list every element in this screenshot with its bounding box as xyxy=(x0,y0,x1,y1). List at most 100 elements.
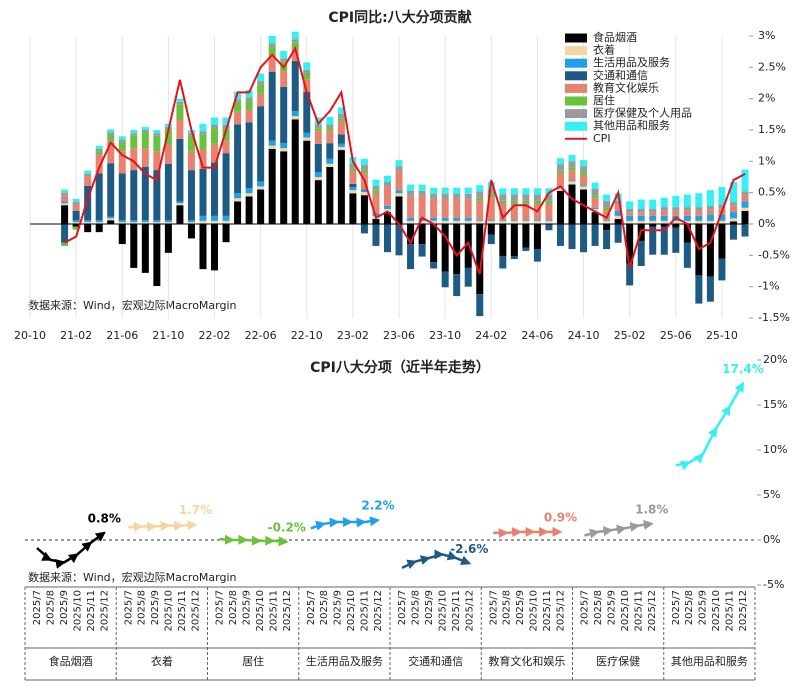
bar xyxy=(453,274,461,297)
bar xyxy=(268,56,276,72)
bar xyxy=(649,224,657,227)
bar xyxy=(464,220,472,224)
bar xyxy=(211,143,219,163)
bar xyxy=(476,200,484,220)
bar xyxy=(314,171,322,177)
bar xyxy=(476,220,484,224)
x-tick-label: 2025/12 xyxy=(191,590,202,632)
x-tick-label: 2025/8 xyxy=(137,590,148,625)
bar xyxy=(153,135,161,152)
bar xyxy=(234,201,242,224)
bar xyxy=(314,131,322,144)
bar xyxy=(268,43,276,47)
legend-swatch xyxy=(565,96,587,106)
bar xyxy=(626,215,634,221)
x-tick-label: 22-02 xyxy=(199,329,231,342)
bar xyxy=(683,215,691,221)
bar xyxy=(199,215,207,221)
bar xyxy=(453,187,461,194)
bar xyxy=(268,148,276,224)
bar xyxy=(107,129,115,133)
bar xyxy=(234,102,242,112)
x-tick-label: 25-10 xyxy=(706,329,738,342)
x-tick-label: 2025/9 xyxy=(515,590,526,625)
legend-label: 衣着 xyxy=(593,43,615,57)
bar xyxy=(199,134,207,151)
bar xyxy=(430,217,438,221)
bar xyxy=(407,217,415,221)
bar xyxy=(741,224,749,237)
y-tick-label: 0.5% xyxy=(758,186,786,199)
data-label: 2.2% xyxy=(361,499,394,513)
bar xyxy=(95,224,103,233)
bar xyxy=(580,186,588,190)
bar xyxy=(153,133,161,136)
bar xyxy=(695,220,703,224)
bar xyxy=(372,179,380,186)
bar xyxy=(476,197,484,201)
bar xyxy=(303,91,311,133)
legend-label: 其他用品和服务 xyxy=(593,119,670,132)
bar xyxy=(268,46,276,57)
bar xyxy=(95,151,103,155)
bar xyxy=(683,224,691,243)
x-tick-label: 25-02 xyxy=(614,329,646,342)
bar xyxy=(291,31,299,40)
bar xyxy=(660,210,668,216)
bar xyxy=(533,219,541,221)
legend-label: 交通和通信 xyxy=(593,68,648,82)
x-tick-label: 2025/12 xyxy=(99,590,110,632)
bar xyxy=(61,201,69,204)
bar xyxy=(291,111,299,117)
bar xyxy=(430,220,438,224)
bar xyxy=(141,126,149,130)
bar xyxy=(591,207,599,209)
bar xyxy=(245,122,253,189)
bar xyxy=(487,234,495,245)
bar xyxy=(637,215,645,221)
bar xyxy=(556,190,564,224)
bar xyxy=(280,58,288,62)
bar xyxy=(441,217,449,221)
x-tick-label: 2025/11 xyxy=(451,590,462,632)
bar xyxy=(61,192,69,196)
bar xyxy=(603,194,611,201)
bar xyxy=(580,172,588,176)
bar xyxy=(234,198,242,202)
bar xyxy=(568,181,576,185)
bar xyxy=(199,168,207,216)
chart-title: CPI八大分项（近半年走势） xyxy=(310,359,490,376)
bar xyxy=(164,163,172,221)
bar xyxy=(649,215,657,221)
bar xyxy=(84,170,92,174)
x-tick-label: 22-06 xyxy=(245,329,277,342)
bar xyxy=(211,162,219,216)
y-tick-label: 1% xyxy=(758,154,775,167)
data-label: -2.6% xyxy=(450,542,488,556)
group-label: 医疗保健 xyxy=(596,654,640,668)
bar xyxy=(118,136,126,140)
bar xyxy=(199,150,207,169)
bar xyxy=(395,224,403,256)
bar xyxy=(522,188,530,195)
bar xyxy=(545,219,553,221)
bar xyxy=(603,219,611,221)
bar xyxy=(407,190,415,196)
bar xyxy=(637,199,645,209)
bar xyxy=(222,215,230,221)
bar xyxy=(280,51,288,59)
bar xyxy=(245,188,253,194)
bar xyxy=(568,180,576,182)
bar xyxy=(257,181,265,187)
x-tick-label: 24-10 xyxy=(568,329,600,342)
bar xyxy=(61,203,69,206)
bar xyxy=(211,128,219,144)
bar xyxy=(164,222,172,224)
x-tick-label: 2025/10 xyxy=(72,590,83,632)
x-tick-label: 21-06 xyxy=(106,329,138,342)
bar xyxy=(522,247,530,251)
bar xyxy=(499,203,507,220)
bar xyxy=(683,207,691,211)
bar xyxy=(568,155,576,162)
bar xyxy=(430,262,438,269)
